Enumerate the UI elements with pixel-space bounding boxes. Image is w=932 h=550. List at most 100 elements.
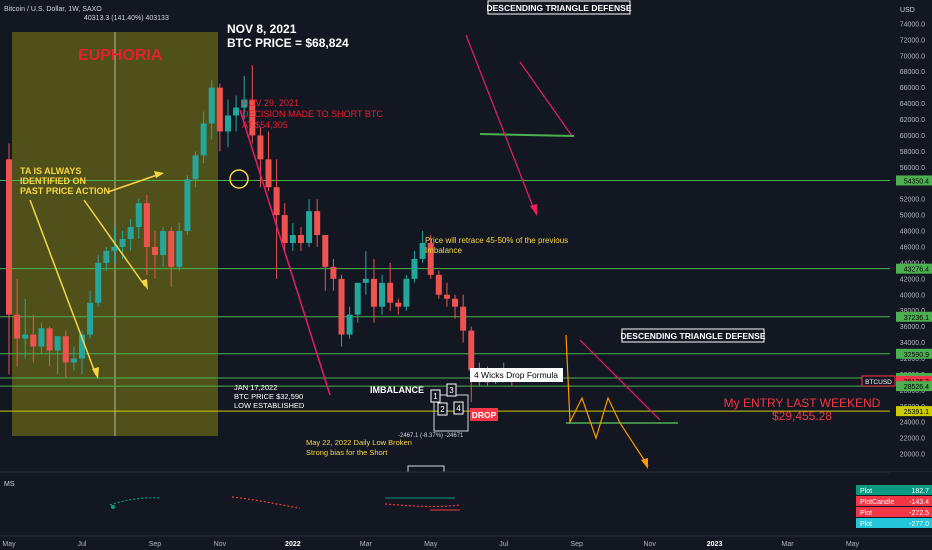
indicator-label-name: PlotCandle: [860, 499, 894, 506]
short-date-label: NOV 29, 2021: [242, 98, 299, 108]
candle-body: [452, 298, 459, 307]
indicator-label-name: Plot: [860, 488, 872, 495]
sketch-arrow-head: [530, 204, 537, 216]
wick-1-box: [430, 389, 441, 403]
price-tick-label: 42000.0: [900, 276, 925, 283]
wick-2-label: 2: [440, 405, 445, 414]
ta-arrow-1: [107, 173, 161, 193]
candle-body: [411, 258, 418, 279]
indicator-label-tag: [856, 507, 932, 517]
candle-body: [395, 302, 402, 307]
candle-body: [70, 358, 77, 363]
price-tick-label: 70000.0: [900, 53, 925, 60]
candle-body: [151, 246, 158, 255]
candle-body: [224, 115, 231, 132]
price-label-text: 25391.1: [904, 409, 929, 416]
desc-triangle-top-label: DESCENDING TRIANGLE DEFENSE: [487, 3, 632, 13]
price-tick-label: 46000.0: [900, 244, 925, 251]
price-tick-label: 22000.0: [900, 436, 925, 443]
wick-1-label: 1: [433, 392, 438, 401]
candle-body: [403, 278, 410, 307]
candle-body: [443, 294, 450, 299]
entry-line-2: $29,455.28: [772, 409, 832, 423]
price-tick-label: 58000.0: [900, 149, 925, 156]
ohlc-header: 40313.3 (141.40%) 403133: [84, 15, 169, 22]
desc-triangle-mid-box: [621, 328, 765, 343]
price-axis[interactable]: 20000.022000.024000.026000.028000.030000…: [890, 0, 932, 472]
indicator-label-value: -272.5: [909, 510, 929, 517]
ath-date-label: NOV 8, 2021: [227, 22, 297, 36]
candle-body: [6, 159, 12, 315]
imbalance-label: IMBALANCE: [370, 385, 424, 395]
time-axis[interactable]: May Jul Sep Nov 2022 Mar May Jul Sep Nov 2023 Mar Ma…: [0, 535, 932, 548]
candle-body: [30, 334, 37, 347]
ta-arrow-3-head: [92, 367, 99, 379]
sketch-arrow: [465, 34, 536, 213]
candle-body: [22, 334, 29, 339]
price-label-prefix: BTCUSD: [865, 379, 892, 386]
candle-body: [200, 123, 207, 156]
candle-body: [87, 302, 94, 335]
candle-body: [354, 282, 361, 315]
projection-zigzag: [565, 334, 649, 467]
candle-body: [249, 99, 256, 136]
wick-4-label: 4: [456, 404, 461, 413]
candle-body: [176, 231, 183, 267]
time-tick-label: Jul: [499, 541, 508, 548]
price-tick-label: 66000.0: [900, 85, 925, 92]
price-tick-label: 52000.0: [900, 197, 925, 204]
indicator-red-curve: [231, 496, 301, 509]
retrace-line-2: Imbalance: [425, 246, 462, 255]
retrace-line-1: Price will retrace 45-50% of the previou…: [425, 236, 568, 245]
short-note-line-2: AT $54,305: [242, 120, 288, 130]
time-tick-label: Jul: [78, 541, 87, 548]
candle-body: [379, 282, 386, 307]
indicator-label-tag: [856, 496, 932, 506]
drawings: [29, 34, 678, 473]
may-line-1: May 22, 2022 Daily Low Broken: [306, 438, 412, 447]
ta-note-line-3: PAST PRICE ACTION: [20, 186, 110, 196]
candles: [6, 65, 515, 403]
candle-body: [62, 336, 69, 363]
may-line-2: Strong bias for the Short: [306, 448, 388, 457]
short-entry-circle: [229, 169, 249, 189]
time-tick-label: Nov: [643, 541, 656, 548]
wicks-formula-label: 4 Wicks Drop Formula: [474, 370, 558, 380]
price-tick-label: 24000.0: [900, 420, 925, 427]
indicator-name: MS: [4, 481, 15, 488]
sketch-green-line: [479, 133, 575, 137]
indicator-label-name: Plot: [860, 521, 872, 528]
price-label-tag: [896, 348, 932, 359]
time-tick-label: May: [424, 541, 438, 548]
price-tick-label: 56000.0: [900, 165, 925, 172]
price-tick-label: 72000.0: [900, 37, 925, 44]
time-tick-label: Sep: [149, 541, 162, 548]
drop-box: [470, 408, 498, 421]
candle-body: [135, 203, 142, 228]
price-tick-label: 40000.0: [900, 292, 925, 299]
price-tick-label: 74000.0: [900, 21, 925, 28]
ath-price-label: BTC PRICE = $68,824: [227, 36, 349, 50]
candle-body: [435, 274, 442, 295]
desc-triangle-mid-label: DESCENDING TRIANGLE DEFENSE: [621, 331, 766, 341]
wicks-formula-box: [470, 368, 563, 382]
candle-body: [95, 262, 102, 303]
price-label-tag: [896, 175, 932, 186]
price-label-text: 37236.1: [904, 315, 929, 322]
time-tick-label: May: [846, 541, 860, 548]
indicator-label-tag: [856, 518, 932, 528]
time-tick-label: Nov: [214, 541, 227, 548]
candle-body: [143, 203, 150, 247]
price-tick-label: 60000.0: [900, 133, 925, 140]
candle-body: [184, 179, 191, 232]
indicator-label-value: -277.0: [909, 521, 929, 528]
measure-label: -2467.1 (-8.37%) -24671: [398, 433, 464, 439]
wick-4-box: [453, 401, 464, 415]
candle-body: [103, 250, 110, 263]
euphoria-label: EUPHORIA: [78, 47, 163, 64]
price-tick-label: 32000.0: [900, 356, 925, 363]
candle-body: [78, 334, 85, 359]
drop-label: DROP: [472, 410, 497, 420]
projection-red-line: [579, 339, 661, 421]
